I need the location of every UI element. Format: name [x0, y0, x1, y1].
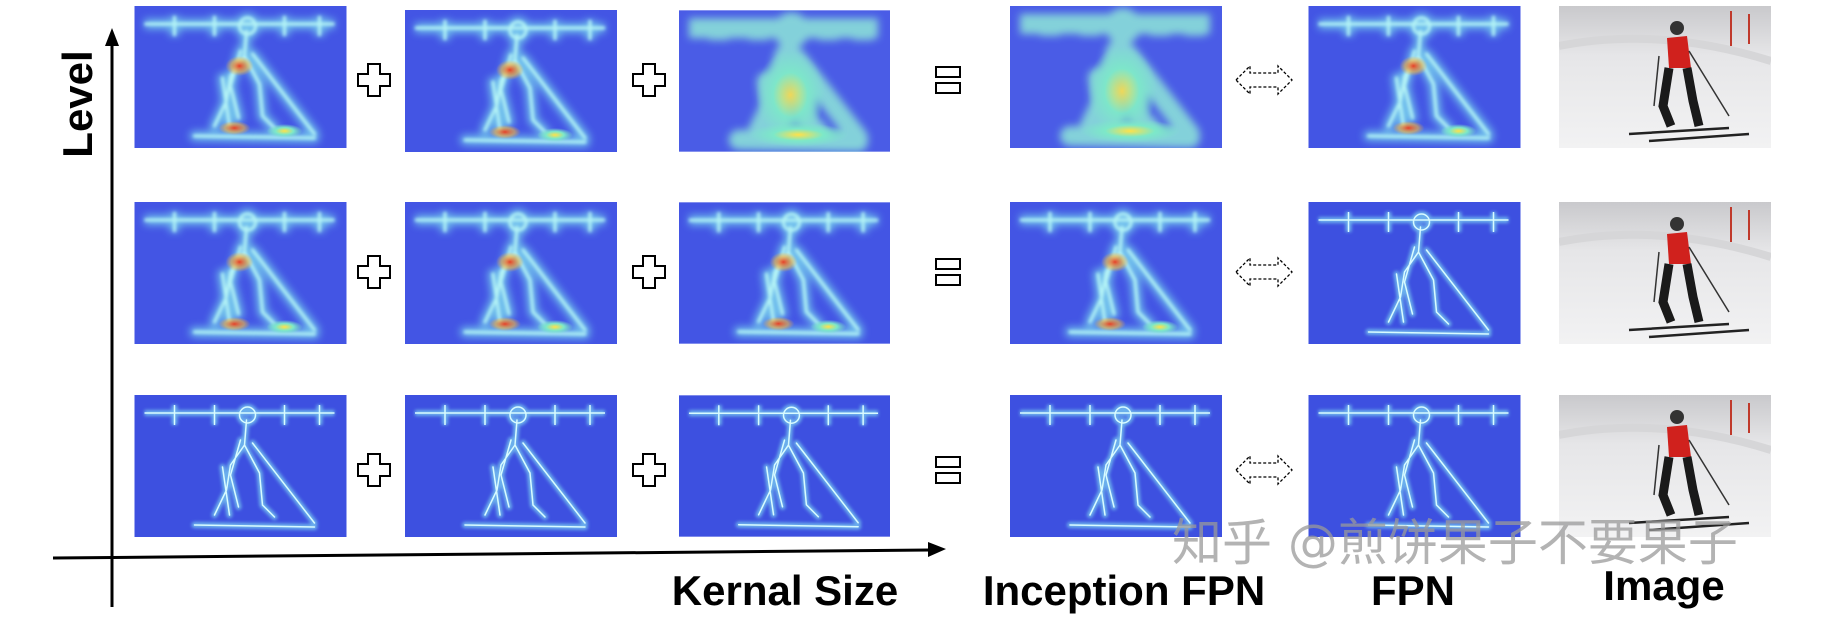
heatmap: [135, 202, 347, 344]
heatmap: [679, 395, 890, 536]
column-label: FPN: [1371, 567, 1455, 614]
column-label: Image: [1603, 562, 1724, 609]
photo: [1559, 202, 1771, 344]
heatmap: [1309, 202, 1521, 344]
x-axis-label: Kernal Size: [672, 567, 898, 614]
equals-sign: [935, 66, 961, 94]
plus-sign: [357, 453, 391, 487]
equals-sign: [935, 456, 961, 484]
watermark: 知乎 @煎饼果子不要果子: [1172, 514, 1738, 572]
heatmap: [679, 10, 890, 151]
heatmap: [1010, 202, 1222, 344]
heatmap: [1010, 6, 1222, 148]
heatmap: [405, 202, 617, 344]
x-axis: [52, 548, 931, 560]
heatmap: [405, 10, 617, 152]
y-axis-arrow: [105, 28, 119, 46]
y-axis-label: Level: [54, 50, 101, 157]
double-arrow: [1235, 455, 1293, 485]
heatmap: [679, 202, 890, 343]
heatmap: [135, 6, 347, 148]
double-arrow: [1235, 65, 1293, 95]
axes: [52, 28, 946, 607]
column-label: Inception FPN: [983, 567, 1265, 614]
plus-sign: [357, 255, 391, 289]
equals-sign: [935, 258, 961, 286]
heatmap: [135, 395, 347, 537]
plus-sign: [632, 255, 666, 289]
plus-sign: [632, 63, 666, 97]
plus-sign: [357, 63, 391, 97]
double-arrow: [1235, 257, 1293, 287]
heatmap: [405, 395, 617, 537]
heatmap: [1309, 6, 1521, 148]
plus-sign: [632, 453, 666, 487]
photo: [1559, 6, 1771, 148]
x-axis-arrow: [928, 542, 946, 557]
